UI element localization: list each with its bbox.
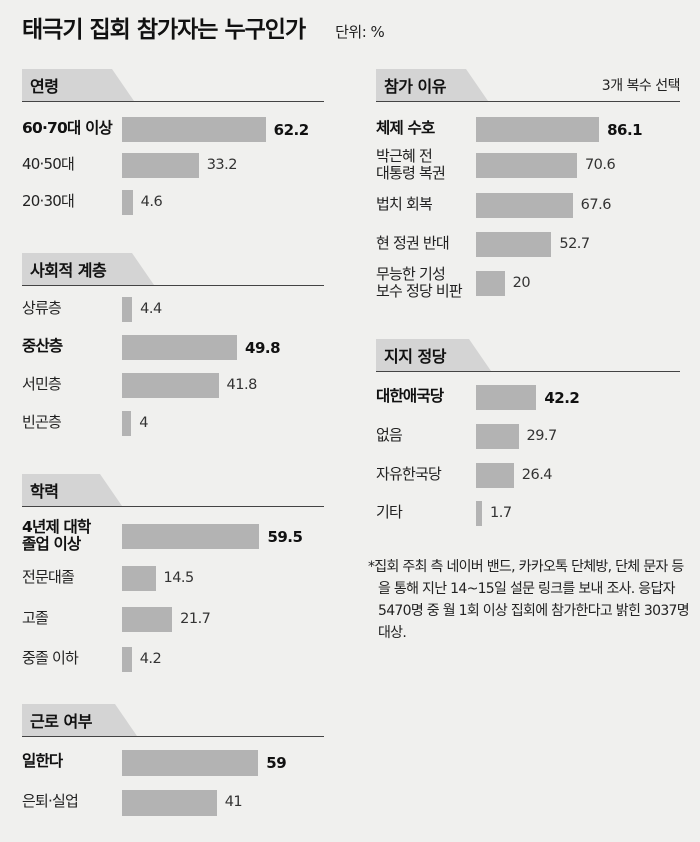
bar	[122, 411, 132, 436]
page-title: 태극기 집회 참가자는 누구인가	[22, 17, 306, 43]
section-rule	[22, 101, 324, 102]
value-label: 67.6	[580, 197, 612, 213]
value-label: 4.6	[140, 194, 163, 210]
category-label: 중졸 이하	[22, 649, 79, 667]
category-label: 박근혜 전 대통령 복권	[376, 147, 446, 182]
section-rule	[376, 371, 680, 372]
section-header: 사회적 계층	[22, 253, 324, 287]
bar	[122, 373, 219, 398]
bar	[476, 385, 537, 410]
bar	[122, 297, 133, 322]
bar	[476, 232, 552, 257]
bar	[476, 153, 577, 178]
category-label: 없음	[376, 426, 403, 444]
value-label: 62.2	[273, 121, 310, 139]
bar	[122, 117, 266, 142]
category-label: 은퇴·실업	[22, 792, 79, 810]
value-label: 42.2	[544, 389, 580, 407]
bar	[476, 463, 514, 488]
section-title: 지지 정당	[376, 339, 491, 371]
category-label: 40·50대	[22, 155, 75, 173]
category-label: 현 정권 반대	[376, 234, 450, 252]
bar	[122, 607, 173, 632]
bar	[476, 193, 573, 218]
value-label: 21.7	[180, 611, 211, 627]
value-label: 29.7	[526, 428, 557, 444]
category-label: 자유한국당	[376, 465, 442, 483]
bar	[122, 190, 133, 215]
bar	[122, 153, 199, 178]
footnote: *집회 주최 측 네이버 밴드, 카카오톡 단체방, 단체 문자 등을 통해 지…	[368, 559, 690, 641]
section-header: 연령	[22, 69, 324, 103]
category-label: 상류층	[22, 299, 62, 317]
bar	[122, 790, 217, 816]
category-label: 법치 회복	[376, 195, 433, 213]
category-label: 무능한 기성 보수 정당 비판	[376, 265, 463, 300]
section-title: 참가 이유	[376, 69, 488, 101]
section-rule	[22, 736, 324, 737]
bar	[122, 750, 259, 776]
bar	[122, 566, 156, 591]
category-label: 대한애국당	[376, 387, 444, 405]
category-label: 60·70대 이상	[22, 119, 113, 137]
bar	[476, 117, 600, 142]
section-header: 지지 정당	[376, 339, 680, 373]
bar	[122, 524, 260, 549]
section-title: 연령	[22, 69, 134, 101]
value-label: 52.7	[559, 236, 590, 252]
value-label: 41.8	[226, 377, 258, 393]
value-label: 14.5	[163, 570, 194, 586]
value-label: 1.7	[490, 505, 512, 521]
category-label: 일한다	[22, 752, 63, 770]
section-rule	[376, 101, 680, 102]
value-label: 4.4	[140, 301, 162, 317]
category-label: 중산층	[22, 337, 63, 355]
value-label: 4	[139, 415, 148, 431]
value-label: 59.5	[267, 528, 303, 546]
section-header: 참가 이유 3개 복수 선택	[376, 69, 681, 103]
value-label: 4.2	[139, 651, 162, 667]
bar	[122, 647, 132, 672]
bar	[476, 424, 519, 449]
category-label: 서민층	[22, 375, 62, 393]
section-rule	[22, 285, 324, 286]
section-header: 학력	[22, 474, 324, 508]
section-title: 학력	[22, 474, 122, 506]
value-label: 26.4	[521, 467, 553, 483]
bar	[476, 271, 505, 296]
category-label: 20·30대	[22, 192, 75, 210]
section-title: 사회적 계층	[22, 253, 154, 285]
value-label: 59	[266, 754, 287, 772]
value-label: 20	[512, 275, 531, 291]
category-label: 고졸	[22, 609, 49, 627]
section-rule	[22, 506, 324, 507]
category-label: 체제 수호	[376, 119, 435, 137]
section-note: 3개 복수 선택	[601, 78, 681, 94]
category-label: 4년제 대학 졸업 이상	[22, 518, 91, 553]
category-label: 전문대졸	[22, 568, 75, 586]
chart-section: 학력 4년제 대학 졸업 이상 59.5 전문대졸 14.5 고졸 21.7 중졸 이하 4.2	[22, 474, 324, 672]
value-label: 70.6	[584, 157, 616, 173]
bar	[476, 501, 482, 526]
section-header: 근로 여부	[22, 704, 324, 738]
category-label: 기타	[376, 503, 403, 521]
chart-section: 연령 60·70대 이상 62.2 40·50대 33.2 20·30대 4.6	[22, 69, 324, 215]
value-label: 49.8	[245, 339, 281, 357]
header: 태극기 집회 참가자는 누구인가 단위: %	[22, 10, 385, 44]
value-label: 86.1	[607, 121, 643, 139]
bar	[122, 335, 237, 360]
value-label: 41	[224, 794, 243, 810]
value-label: 33.2	[206, 157, 238, 173]
category-label: 빈곤층	[22, 413, 62, 431]
section-title: 근로 여부	[22, 704, 137, 736]
unit-label: 단위: %	[335, 23, 385, 41]
